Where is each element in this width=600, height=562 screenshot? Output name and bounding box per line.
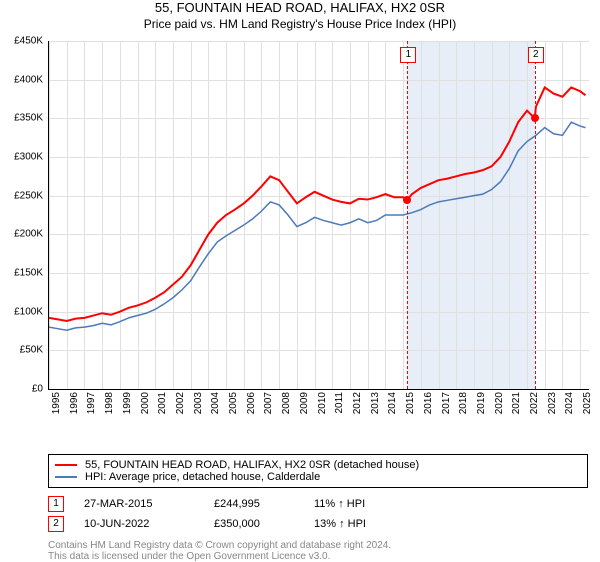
x-tick-label: 2002 — [175, 392, 186, 414]
x-tick-label: 2022 — [529, 392, 540, 414]
transaction-date: 27-MAR-2015 — [84, 498, 194, 510]
x-tick-label: 2018 — [458, 392, 469, 414]
x-tick-label: 1999 — [122, 392, 133, 414]
x-tick-label: 2008 — [281, 392, 292, 414]
x-tick-label: 2025 — [582, 392, 593, 414]
marker-label: 2 — [528, 47, 544, 63]
y-tick-label: £100K — [14, 306, 43, 317]
chart-title: 55, FOUNTAIN HEAD ROAD, HALIFAX, HX2 0SR — [0, 0, 600, 15]
x-tick-label: 1997 — [86, 392, 97, 414]
y-tick-label: £50K — [20, 345, 43, 356]
y-tick-label: £150K — [14, 268, 43, 279]
x-tick-label: 2019 — [476, 392, 487, 414]
x-tick-label: 1998 — [104, 392, 115, 414]
transaction-row: 2 10-JUN-2022 £350,000 13% ↑ HPI — [48, 514, 588, 534]
x-tick-label: 2020 — [494, 392, 505, 414]
y-tick-label: £250K — [14, 190, 43, 201]
transaction-hpi: 13% ↑ HPI — [314, 518, 404, 530]
x-tick-label: 2003 — [193, 392, 204, 414]
x-tick-label: 2009 — [299, 392, 310, 414]
transaction-date: 10-JUN-2022 — [84, 518, 194, 530]
x-tick-label: 2004 — [210, 392, 221, 414]
chart-container: 55, FOUNTAIN HEAD ROAD, HALIFAX, HX2 0SR… — [0, 0, 600, 560]
transaction-price: £244,995 — [214, 498, 294, 510]
y-tick-label: £200K — [14, 229, 43, 240]
y-tick-label: £400K — [14, 74, 43, 85]
legend-box: 55, FOUNTAIN HEAD ROAD, HALIFAX, HX2 0SR… — [48, 454, 588, 488]
transaction-marker: 1 — [48, 496, 64, 512]
x-tick-label: 2013 — [370, 392, 381, 414]
legend-label: HPI: Average price, detached house, Cald… — [85, 471, 320, 483]
x-tick-label: 2010 — [317, 392, 328, 414]
legend-row: 55, FOUNTAIN HEAD ROAD, HALIFAX, HX2 0SR… — [55, 459, 581, 471]
footer-text: Contains HM Land Registry data © Crown c… — [48, 540, 588, 562]
x-tick-label: 2007 — [263, 392, 274, 414]
transaction-row: 1 27-MAR-2015 £244,995 11% ↑ HPI — [48, 494, 588, 514]
transaction-price: £350,000 — [214, 518, 294, 530]
chart-area: £0£50K£100K£150K£200K£250K£300K£350K£400… — [48, 41, 588, 420]
x-axis-labels: 1995 1996 1997 1998 1999 2000 2001 2002 2003 2004… — [48, 390, 588, 420]
marker-dot — [403, 196, 411, 204]
x-tick-label: 2024 — [564, 392, 575, 414]
legend-label: 55, FOUNTAIN HEAD ROAD, HALIFAX, HX2 0SR… — [85, 459, 419, 471]
x-tick-label: 1996 — [69, 392, 80, 414]
footer-line1: Contains HM Land Registry data © Crown c… — [48, 540, 588, 551]
x-tick-label: 1995 — [51, 392, 62, 414]
x-tick-label: 2000 — [140, 392, 151, 414]
x-tick-label: 2011 — [334, 392, 345, 414]
marker-dot — [531, 114, 539, 122]
chart-subtitle: Price paid vs. HM Land Registry's House … — [0, 17, 600, 31]
x-tick-label: 2015 — [405, 392, 416, 414]
y-tick-label: £300K — [14, 152, 43, 163]
x-tick-label: 2023 — [547, 392, 558, 414]
y-tick-label: £350K — [14, 113, 43, 124]
legend-swatch — [55, 464, 77, 466]
plot-area: £0£50K£100K£150K£200K£250K£300K£350K£400… — [48, 41, 589, 390]
x-tick-label: 2012 — [352, 392, 363, 414]
x-tick-label: 2005 — [228, 392, 239, 414]
transaction-hpi: 11% ↑ HPI — [314, 498, 404, 510]
x-tick-label: 2014 — [387, 392, 398, 414]
footer-line2: This data is licensed under the Open Gov… — [48, 551, 588, 562]
x-tick-label: 2016 — [423, 392, 434, 414]
x-tick-label: 2021 — [511, 392, 522, 414]
marker-label: 1 — [400, 47, 416, 63]
x-tick-label: 2001 — [157, 392, 168, 414]
legend-swatch — [55, 476, 77, 478]
transaction-table: 1 27-MAR-2015 £244,995 11% ↑ HPI 2 10-JUN-202… — [48, 494, 588, 534]
transaction-marker: 2 — [48, 516, 64, 532]
y-tick-label: £0 — [32, 384, 43, 395]
legend-row: HPI: Average price, detached house, Cald… — [55, 471, 581, 483]
line-series — [49, 41, 589, 389]
y-axis-labels: £0£50K£100K£150K£200K£250K£300K£350K£400… — [1, 41, 45, 389]
y-tick-label: £450K — [14, 36, 43, 47]
x-tick-label: 2017 — [441, 392, 452, 414]
x-tick-label: 2006 — [246, 392, 257, 414]
